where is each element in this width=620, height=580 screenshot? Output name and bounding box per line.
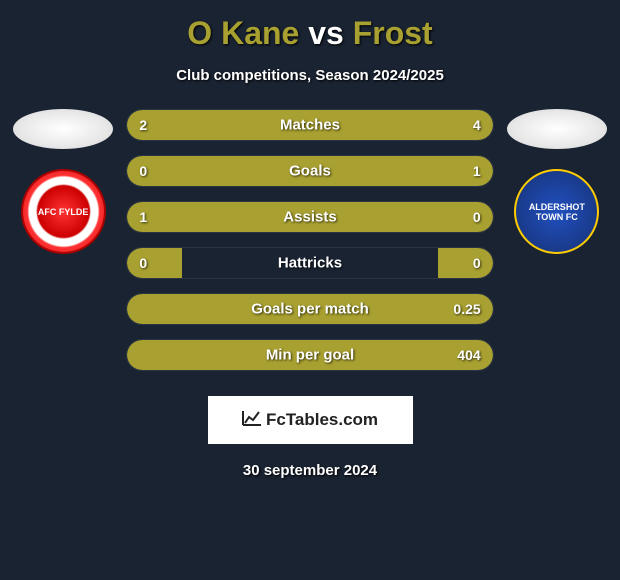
stat-value-left: 1 (139, 209, 147, 225)
stat-row: 2 Matches 4 (126, 109, 493, 141)
player2-avatar (507, 109, 607, 149)
footer-brand-text: FcTables.com (266, 410, 378, 430)
stat-bars: 2 Matches 4 0 Goals 1 1 Assists 0 0 Hattricks 0 Goal… (126, 109, 493, 371)
stat-label: Goals per match (251, 301, 369, 318)
stat-value-right: 4 (473, 117, 481, 133)
stat-value-right: 0 (473, 209, 481, 225)
stat-label: Hattricks (278, 255, 342, 272)
bar-fill-left (127, 340, 182, 370)
stat-row: Min per goal 404 (126, 339, 493, 371)
chart-icon (242, 410, 262, 431)
stat-value-left: 0 (139, 163, 147, 179)
vs-text: vs (308, 15, 344, 51)
comparison-title: O Kane vs Frost (10, 15, 610, 52)
stat-value-right: 404 (457, 347, 480, 363)
bar-fill-right (438, 248, 493, 278)
player2-name: Frost (353, 15, 433, 51)
left-side: AFC FYLDE (10, 109, 116, 254)
stat-label: Goals (289, 163, 331, 180)
stat-value-right: 0 (473, 255, 481, 271)
stat-value-right: 0.25 (453, 301, 480, 317)
player1-name: O Kane (187, 15, 299, 51)
stat-label: Matches (280, 117, 340, 134)
stat-value-left: 2 (139, 117, 147, 133)
right-side: ALDERSHOT TOWN FC (504, 109, 610, 254)
crest-right-label: ALDERSHOT TOWN FC (516, 202, 597, 222)
bar-fill-left (127, 156, 182, 186)
stat-row: 0 Goals 1 (126, 155, 493, 187)
bar-fill-right (182, 156, 493, 186)
bar-fill-left (127, 248, 182, 278)
bar-fill-right (438, 202, 493, 232)
stat-row: Goals per match 0.25 (126, 293, 493, 325)
player1-club-crest: AFC FYLDE (21, 169, 106, 254)
date-text: 30 september 2024 (10, 462, 610, 479)
stat-label: Assists (283, 209, 336, 226)
stat-label: Min per goal (266, 347, 354, 364)
player2-club-crest: ALDERSHOT TOWN FC (514, 169, 599, 254)
stat-row: 1 Assists 0 (126, 201, 493, 233)
stat-value-left: 0 (139, 255, 147, 271)
stat-value-right: 1 (473, 163, 481, 179)
crest-left-label: AFC FYLDE (38, 207, 89, 217)
player1-avatar (13, 109, 113, 149)
stat-row: 0 Hattricks 0 (126, 247, 493, 279)
main-area: AFC FYLDE 2 Matches 4 0 Goals 1 1 Assists 0 0 Hatt… (10, 109, 610, 371)
bar-fill-left (127, 294, 182, 324)
footer-logo: FcTables.com (208, 396, 413, 444)
subtitle: Club competitions, Season 2024/2025 (10, 67, 610, 84)
